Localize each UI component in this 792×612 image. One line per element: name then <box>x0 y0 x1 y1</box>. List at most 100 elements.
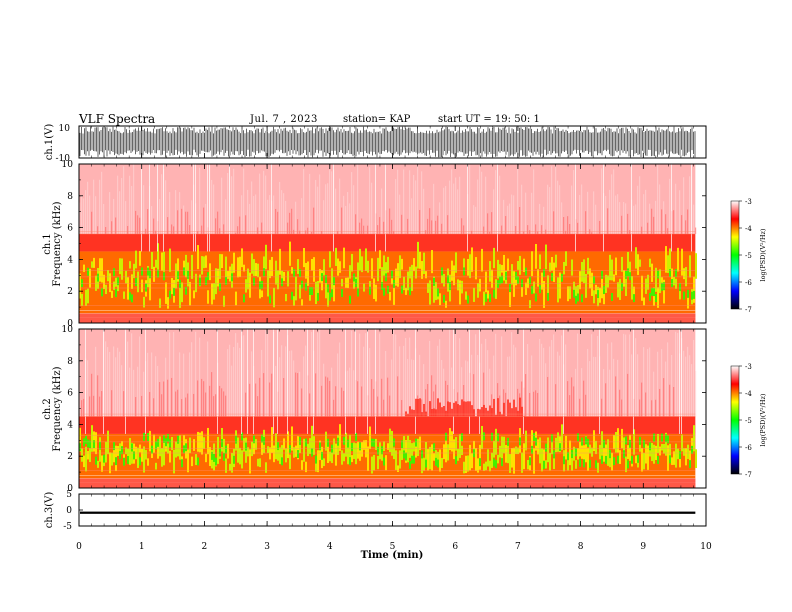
spectrogram-column <box>425 389 427 417</box>
spectrogram-gap <box>273 329 274 434</box>
spectrogram-column <box>661 349 663 417</box>
spectrogram-energy <box>281 270 283 279</box>
spectrogram-energy <box>265 462 267 473</box>
spectrogram-energy <box>117 280 119 292</box>
spectrogram-column <box>177 389 179 417</box>
spectrogram-energy <box>81 293 83 306</box>
spectrogram-energy <box>469 444 471 471</box>
spectrogram-energy <box>575 286 577 300</box>
spectrogram-energy <box>549 262 551 272</box>
spectrogram-column <box>537 392 539 417</box>
spectrogram-energy <box>111 452 113 466</box>
spectrogram-peak <box>235 435 237 444</box>
spectrogram-energy <box>295 445 297 457</box>
spectrogram-column <box>239 347 241 417</box>
spectrogram-energy <box>301 460 303 470</box>
spectrogram-energy <box>363 440 365 450</box>
spectrogram-column <box>163 381 165 417</box>
spectrogram-column <box>645 189 647 234</box>
spectrogram-gap <box>207 164 208 252</box>
spectrogram-energy <box>441 457 443 469</box>
spectrogram-column <box>183 205 185 234</box>
spectrogram-energy <box>267 446 269 453</box>
spectrogram-energy <box>399 255 401 279</box>
spectrogram-energy <box>229 463 231 471</box>
spectrogram-peak <box>113 268 115 277</box>
spectrogram-energy <box>673 276 675 286</box>
spectrogram-energy <box>351 253 353 272</box>
spectrogram-column <box>267 329 269 417</box>
spectrogram-gap <box>103 329 104 434</box>
spectrogram-column <box>169 332 171 417</box>
spectrogram-column <box>577 333 579 417</box>
spectrogram-energy <box>275 433 277 460</box>
spectrogram-energy <box>559 272 561 299</box>
spectrogram-energy <box>461 445 463 455</box>
spectrogram-energy <box>639 259 641 267</box>
spectrogram-peak <box>461 433 463 442</box>
spectrogram-column <box>493 355 495 417</box>
spectrogram-energy <box>319 440 321 461</box>
ch1-waveform-ytick-bottom: -10 <box>56 154 71 164</box>
spectrogram-energy <box>81 448 83 462</box>
spectrogram-column <box>255 194 257 234</box>
spectrogram-energy <box>317 450 319 473</box>
xtick-label: 1 <box>139 542 145 552</box>
xtick-label: 4 <box>327 542 333 552</box>
spectrogram-energy <box>643 297 645 306</box>
spectrogram-column <box>585 211 587 234</box>
spectrogram-energy <box>565 251 567 266</box>
spectrogram-column <box>359 222 361 234</box>
spectrogram-column <box>123 391 125 417</box>
spectrogram-column <box>643 194 645 234</box>
spectrogram-gap <box>691 164 692 252</box>
spectrogram-energy <box>681 248 683 276</box>
spectrogram-energy <box>571 458 573 471</box>
date-label: Jul. 7 , 2023 <box>250 114 318 125</box>
spectrogram-column <box>437 215 439 234</box>
spectrogram-energy <box>261 290 263 298</box>
spectrogram-enhancement <box>437 398 439 417</box>
spectrogram-column <box>517 167 519 234</box>
spectrogram-column <box>189 352 191 417</box>
spectrogram-column <box>101 391 103 417</box>
spectrogram-column <box>525 192 527 234</box>
spectrogram-enhancement <box>509 402 511 417</box>
spectrogram-column <box>521 381 523 417</box>
spectrogram-energy <box>479 444 481 470</box>
spectrogram-column <box>357 381 359 417</box>
spectrogram-energy <box>419 251 421 269</box>
spectrogram-column <box>355 214 357 234</box>
spectrogram-energy <box>91 261 93 268</box>
spectrogram-column <box>87 181 89 234</box>
spectrogram-column <box>205 203 207 234</box>
spectrogram-column <box>379 217 381 234</box>
spectrogram-energy <box>87 451 89 460</box>
spectrogram-column <box>257 396 259 417</box>
spectrogram-column <box>371 379 373 417</box>
spectrogram-energy <box>289 241 291 266</box>
spectrogram-peak <box>155 441 157 450</box>
spectrogram-column <box>501 225 503 234</box>
spectrogram-column <box>259 173 261 234</box>
spectrogram-column <box>129 367 131 417</box>
spectrogram-energy <box>623 437 625 455</box>
spectrogram-peak <box>533 432 535 441</box>
spectrogram-column <box>347 192 349 234</box>
spectrogram-peak <box>531 286 533 295</box>
spectrogram-energy <box>259 458 261 468</box>
spectrogram-enhancement <box>463 401 465 417</box>
spectrogram-energy <box>137 271 139 293</box>
spectrogram-column <box>201 225 203 234</box>
spectrogram-energy <box>299 437 301 453</box>
spectrogram-energy <box>143 446 145 473</box>
spectrogram-peak <box>177 271 179 280</box>
spectrogram-column <box>513 344 515 417</box>
spectrogram-peak <box>597 290 599 299</box>
spectrogram-peak <box>499 276 501 285</box>
spectrogram-energy <box>147 266 149 288</box>
spectrogram-column <box>299 371 301 417</box>
spectrogram-column <box>169 192 171 234</box>
spectrogram-column <box>303 356 305 417</box>
spectrogram-energy <box>377 257 379 282</box>
